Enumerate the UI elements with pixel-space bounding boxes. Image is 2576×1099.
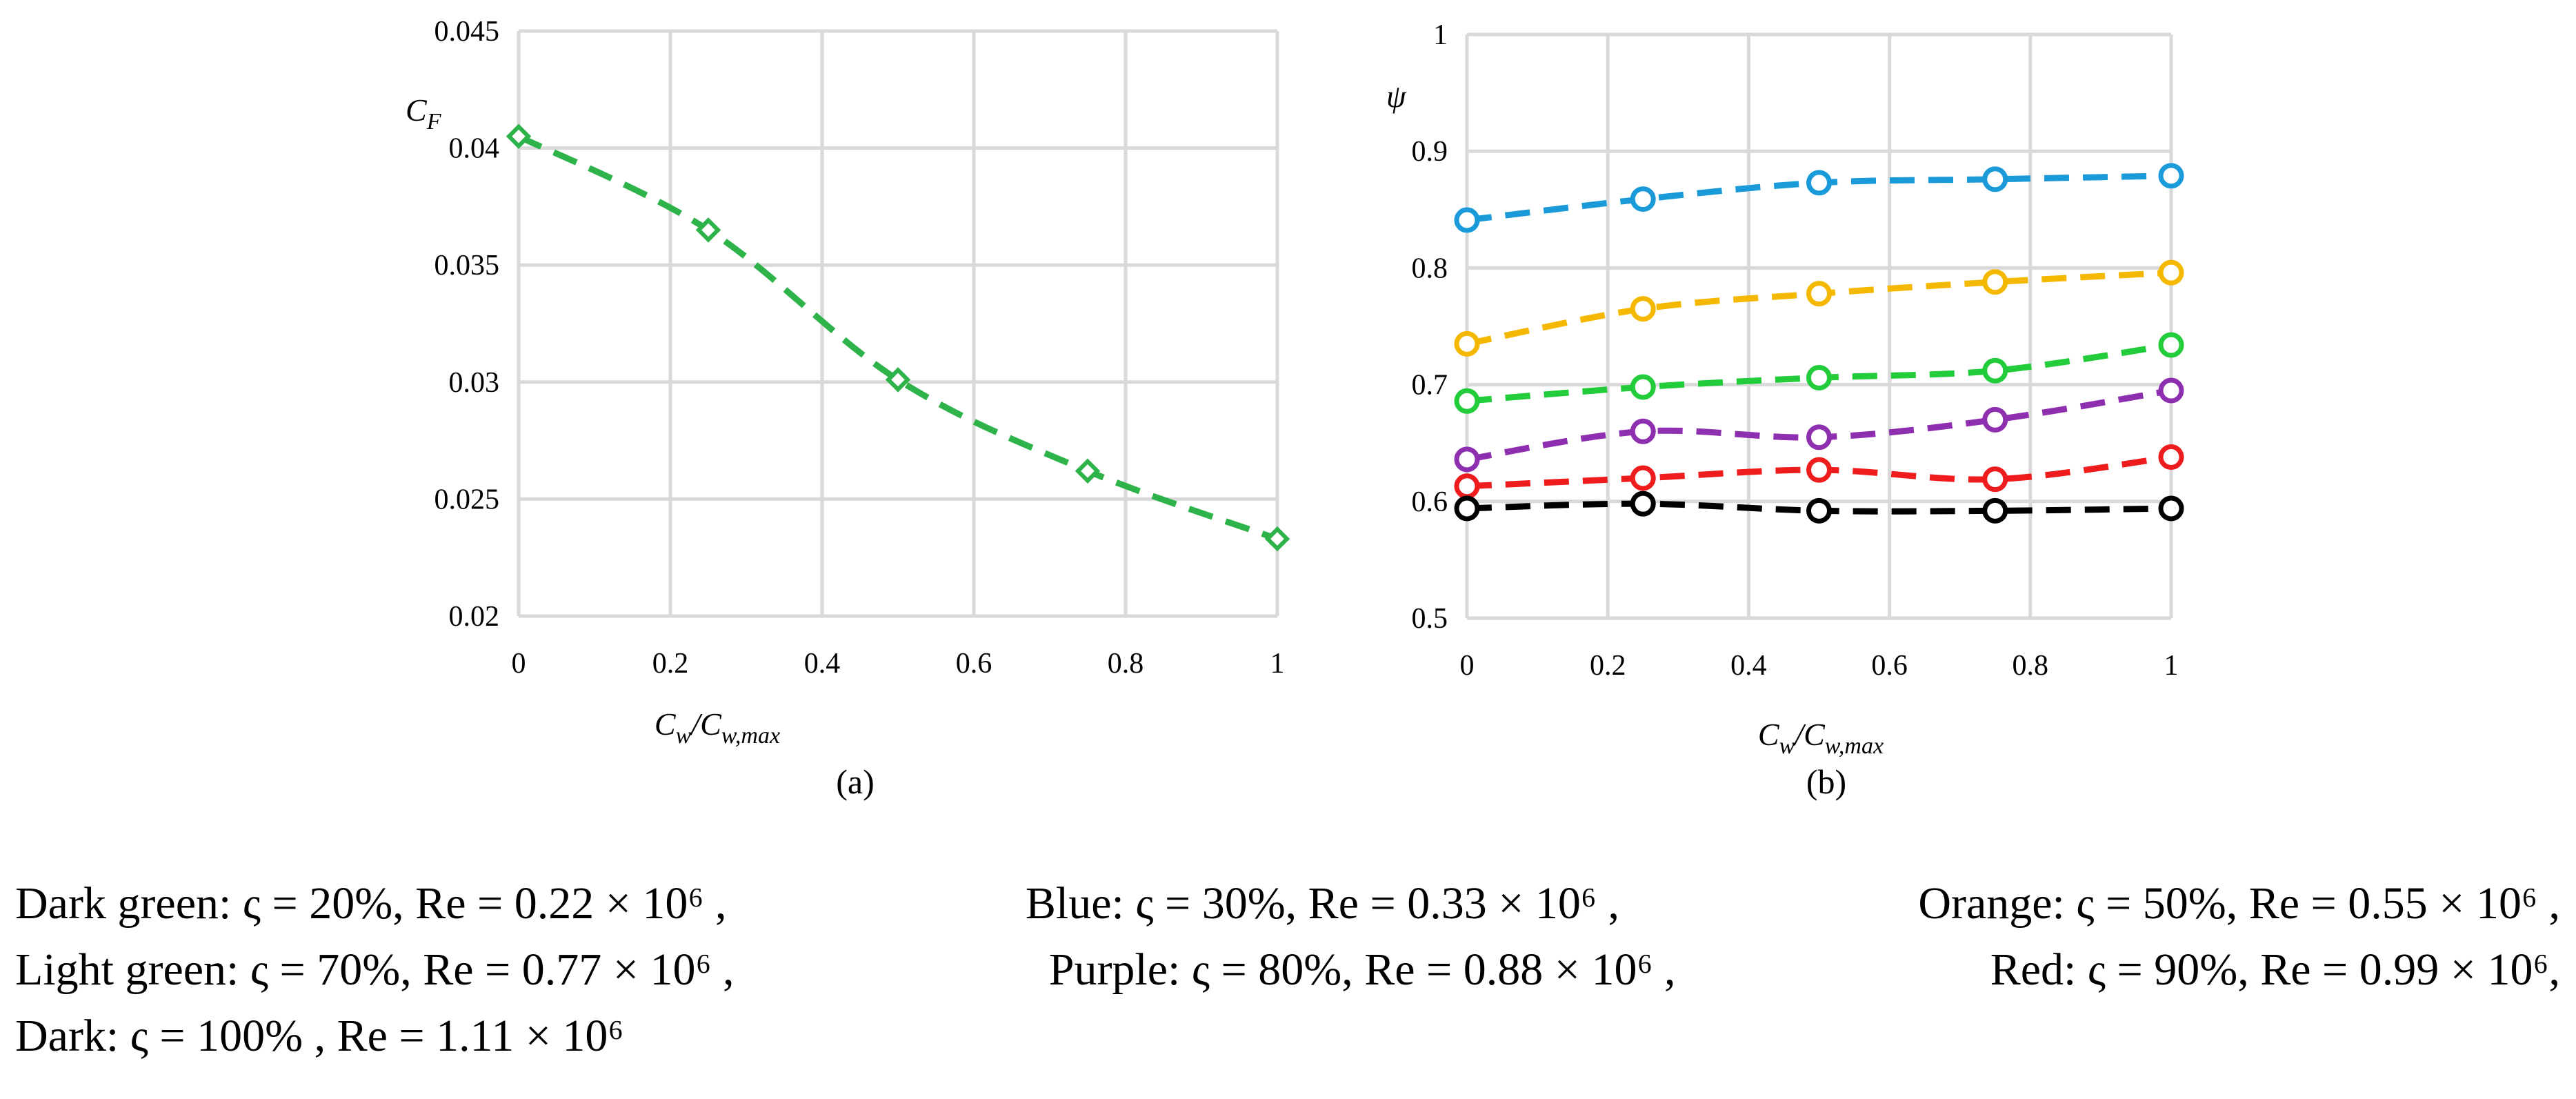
x-tick-label: 0.4 xyxy=(1730,650,1767,682)
y-axis-label-a: CF xyxy=(406,92,442,135)
figure-caption: Dark green: ς = 20%, Re = 0.22 × 10⁶ , B… xyxy=(15,871,2560,1069)
x-tick-label: 0.2 xyxy=(1590,650,1626,682)
data-point xyxy=(695,217,721,243)
caption-entry: Red: ς = 90%, Re = 0.99 × 10⁶, xyxy=(1990,944,2560,995)
data-point xyxy=(1806,497,1832,524)
series-dark xyxy=(1454,491,2184,524)
data-point xyxy=(1806,364,1832,390)
y-tick-label: 0.035 xyxy=(435,250,500,281)
caption-entry: Blue: ς = 30%, Re = 0.33 × 10⁶ , xyxy=(1025,878,1619,929)
series-purple xyxy=(1454,377,2184,473)
x-axis-label-a: Cw/Cw,max xyxy=(655,706,780,749)
x-tick-label: 0.8 xyxy=(2013,650,2049,682)
data-point xyxy=(1454,388,1480,414)
x-tick-label: 0.6 xyxy=(956,648,992,680)
data-point xyxy=(2158,163,2184,189)
series-orange xyxy=(1454,259,2184,357)
data-point xyxy=(1806,424,1832,451)
data-point xyxy=(1454,207,1480,233)
x-tick-label: 0 xyxy=(1460,650,1475,682)
caption-entry: Orange: ς = 50%, Re = 0.55 × 10⁶ , xyxy=(1918,878,2560,929)
y-tick-label: 0.02 xyxy=(449,601,500,633)
caption-line-2: Light green: ς = 70%, Re = 0.77 × 10⁶ , … xyxy=(15,937,2560,1003)
series-line xyxy=(517,133,1279,542)
data-point xyxy=(1982,466,2008,493)
data-point xyxy=(1630,491,1656,517)
y-tick-label: 0.045 xyxy=(435,16,500,48)
panel-label-a: (a) xyxy=(836,762,875,801)
x-tick-label: 0.4 xyxy=(804,648,841,680)
data-point xyxy=(506,123,532,149)
data-point xyxy=(1454,330,1480,357)
x-tick-label: 0 xyxy=(512,648,526,680)
y-tick-label: 0.04 xyxy=(449,133,500,165)
data-point xyxy=(2158,444,2184,471)
data-point xyxy=(1982,357,2008,384)
data-point xyxy=(2158,259,2184,286)
y-tick-label: 0.025 xyxy=(435,484,500,515)
data-point xyxy=(1982,269,2008,295)
series-light-green xyxy=(1454,332,2184,414)
y-tick-label: 0.7 xyxy=(1412,370,1448,402)
data-point xyxy=(885,367,911,393)
caption-entry: Purple: ς = 80%, Re = 0.88 × 10⁶ , xyxy=(1048,944,1676,995)
series-red xyxy=(1454,444,2184,499)
data-point xyxy=(1806,170,1832,196)
data-point xyxy=(2158,495,2184,522)
data-point xyxy=(1630,374,1656,400)
data-point xyxy=(1454,446,1480,473)
caption-entry: Light green: ς = 70%, Re = 0.77 × 10⁶ , xyxy=(15,944,735,995)
caption-entry: Dark: ς = 100% , Re = 1.11 × 10⁶ xyxy=(15,1011,624,1061)
data-point xyxy=(1982,166,2008,192)
data-point xyxy=(1264,526,1290,552)
y-tick-label: 0.5 xyxy=(1412,603,1448,635)
data-point xyxy=(1075,458,1101,484)
data-point xyxy=(2158,332,2184,358)
y-tick-label: 0.9 xyxy=(1412,136,1448,168)
x-tick-label: 0.2 xyxy=(652,648,689,680)
data-point xyxy=(1806,281,1832,307)
chart-panel-b: 0.5 0.6 0.7 0.8 0.9 1 0 0.2 0.4 0.6 0.8 1 ψ Cw/Cw,… xyxy=(1386,19,2184,801)
caption-line-1: Dark green: ς = 20%, Re = 0.22 × 10⁶ , B… xyxy=(15,871,2560,937)
series-blue xyxy=(1454,163,2184,233)
y-tick-label: 0.6 xyxy=(1412,486,1448,518)
data-point xyxy=(1982,497,2008,524)
panel-label-b: (b) xyxy=(1806,762,1846,801)
x-axis-label-b: Cw/Cw,max xyxy=(1758,717,1884,759)
caption-entry: Dark green: ς = 20%, Re = 0.22 × 10⁶ , xyxy=(15,878,727,929)
x-tick-label: 0.6 xyxy=(1871,650,1908,682)
data-point xyxy=(1630,465,1656,491)
data-point xyxy=(1454,473,1480,499)
y-axis-label-b: ψ xyxy=(1386,79,1407,114)
data-point xyxy=(2158,377,2184,404)
y-tick-label: 0.03 xyxy=(449,367,500,399)
x-tick-label: 1 xyxy=(2164,650,2179,682)
data-point xyxy=(1982,406,2008,433)
chart-panel-a: 0.02 0.025 0.03 0.035 0.04 0.045 0 0.2 0.4 0.6 0.… xyxy=(406,16,1290,801)
x-tick-label: 0.8 xyxy=(1108,648,1144,680)
y-tick-label: 0.8 xyxy=(1412,253,1448,284)
data-point xyxy=(1630,186,1656,212)
data-point xyxy=(1630,296,1656,322)
data-point xyxy=(1454,495,1480,522)
x-tick-label: 1 xyxy=(1270,648,1285,680)
series-dark-green xyxy=(506,123,1290,552)
data-point xyxy=(1630,418,1656,444)
caption-line-3: Dark: ς = 100% , Re = 1.11 × 10⁶ xyxy=(15,1003,2560,1069)
data-point xyxy=(1806,457,1832,483)
y-tick-label: 1 xyxy=(1433,19,1448,51)
